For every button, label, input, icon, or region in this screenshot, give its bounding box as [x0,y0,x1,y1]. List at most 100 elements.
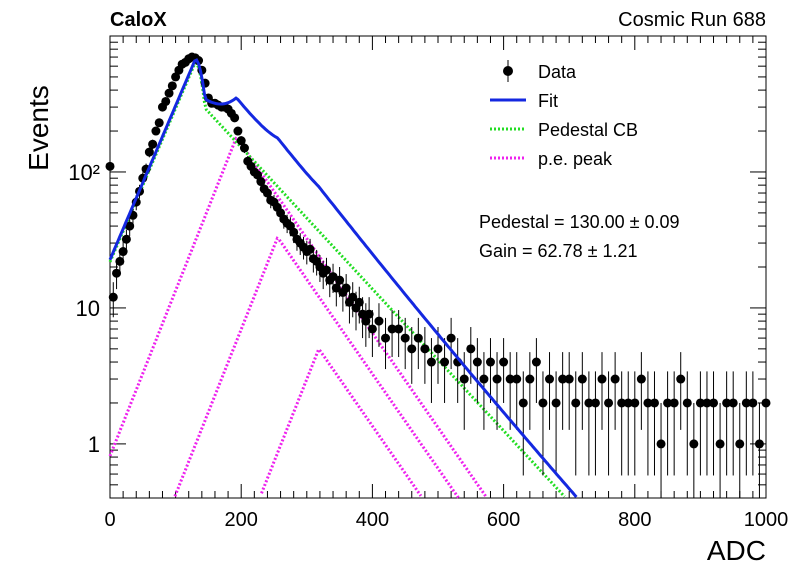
data-point [735,439,745,449]
pe-peak-3 [260,346,423,497]
data-point [761,398,771,408]
data-point [236,136,246,146]
y-axis-label: Events [23,85,54,171]
data-point [728,398,738,408]
data-point [571,398,581,408]
data-point [656,439,666,449]
x-tick-label: 0 [104,509,115,531]
data-point [387,324,397,334]
x-tick-label: 200 [225,509,258,531]
data-point [446,333,456,343]
data-point [407,344,417,354]
data-point [531,357,541,367]
y-tick-label: 10² [68,160,100,185]
data-point [289,227,299,237]
y-tick-label: 1 [88,432,100,457]
data-point [364,309,374,319]
data-point [676,374,686,384]
data-point [381,333,391,343]
data-point [636,374,646,384]
legend-label: Pedestal CB [538,120,638,140]
data-point [682,398,692,408]
x-tick-label: 800 [618,509,651,531]
data-point [230,113,240,123]
data-point [394,324,404,334]
data-point [597,374,607,384]
data-point [115,256,125,266]
data-point [400,333,410,343]
data-point [105,161,115,171]
data-point [374,316,384,326]
data-point [485,357,495,367]
data-point [433,344,443,354]
tick-labels: 0 200 400 600 800 1000 1 10 10² [68,160,788,531]
fit-line [108,58,578,498]
data-point [118,247,128,257]
data-points [105,52,771,498]
data-point [144,147,154,157]
data-point [171,72,181,82]
data-point [715,439,725,449]
data-point [466,344,476,354]
data-point [525,374,535,384]
data-point [663,398,673,408]
data-point [335,275,345,285]
data-point [440,357,450,367]
legend-label: Fit [538,91,558,111]
data-point [328,272,338,282]
data-point [154,118,164,128]
data-point [669,398,679,408]
data-point [754,439,764,449]
data-point [262,188,272,198]
data-point [256,177,266,187]
data-point [709,398,719,408]
data-point [479,374,489,384]
data-point [630,398,640,408]
data-point [108,292,118,302]
data-point [151,126,161,136]
pe-peak-curves [108,136,488,499]
legend: Data Fit Pedestal CB p.e. peak [490,60,638,169]
data-point [577,374,587,384]
pedestal-result: Pedestal = 130.00 ± 0.09 [479,212,680,232]
data-point [361,316,371,326]
data-point [167,81,177,91]
data-point [499,357,509,367]
data-point [545,374,555,384]
gain-result: Gain = 62.78 ± 1.21 [479,241,638,261]
data-point [689,439,699,449]
data-point [239,143,249,153]
data-point [331,283,341,293]
data-point [413,333,423,343]
legend-label: Data [538,62,577,82]
x-axis-label: ADC [707,535,766,566]
data-point [121,234,131,244]
data-point [426,357,436,367]
pe-peak-2 [173,236,460,499]
data-point [472,357,482,367]
x-tick-label: 1000 [744,509,789,531]
data-point [610,374,620,384]
x-tick-label: 400 [356,509,389,531]
run-label: Cosmic Run 688 [618,9,766,31]
data-point [518,398,528,408]
legend-data-marker [503,66,513,76]
data-point [348,292,358,302]
data-point [512,374,522,384]
y-tick-label: 10 [76,296,100,321]
data-point [305,244,315,254]
caloX-label: CaloX [110,9,167,31]
data-point [367,324,377,334]
data-point [748,398,758,408]
data-point [125,221,135,231]
data-point [321,265,331,275]
data-point [695,398,705,408]
data-point [643,398,653,408]
data-point [459,374,469,384]
data-point [492,374,502,384]
data-point [112,268,122,278]
data-point [194,56,204,66]
data-point [722,398,732,408]
data-point [161,96,171,106]
